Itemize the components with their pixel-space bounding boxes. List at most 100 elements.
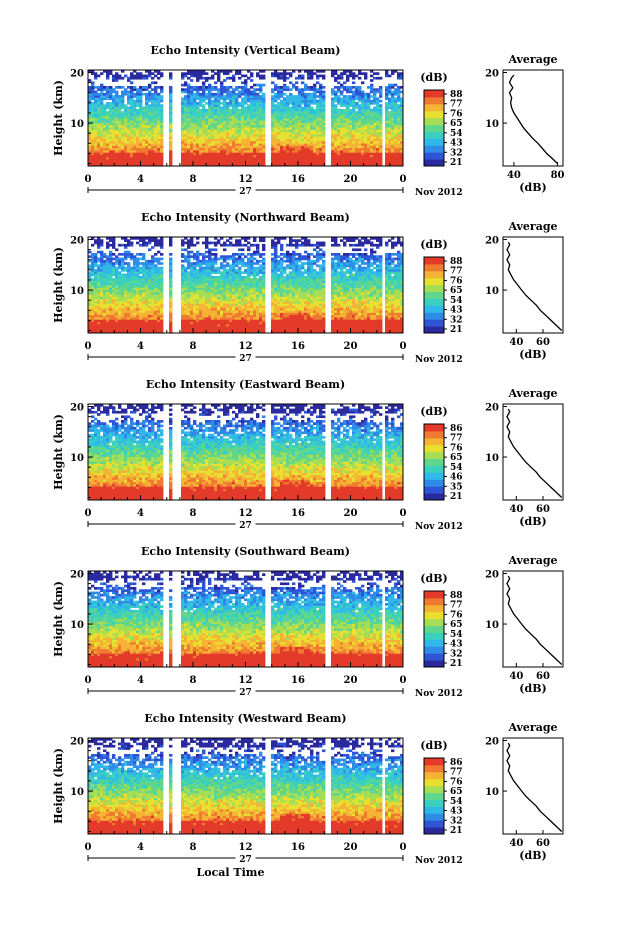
panel-4: Echo Intensity (Westward Beam) 20 10 Height… [52, 712, 564, 866]
y-tick-label: 10 [70, 787, 84, 798]
average-profile-line [506, 575, 563, 665]
colorbar-segment [424, 326, 444, 334]
x-tick-label: 20 [344, 508, 358, 519]
y-tick-label: 20 [70, 236, 84, 247]
average-profile-line [506, 241, 563, 331]
x-tick-label: 12 [239, 341, 253, 352]
x-tick-label: 0 [85, 508, 92, 519]
colorbar-frame [423, 89, 445, 167]
colorbar-tick-label: 32 [450, 816, 463, 826]
day-label: 27 [239, 688, 252, 698]
day-label: 27 [239, 521, 252, 531]
y-tick-label: 20 [70, 570, 84, 581]
x-tick-label: 0 [400, 675, 407, 686]
x-tick-label: 16 [291, 341, 305, 352]
x-tick-label: 8 [190, 341, 197, 352]
colorbar-segment [424, 131, 444, 139]
panel-title: Echo Intensity (Southward Beam) [141, 545, 350, 558]
panel-title: Echo Intensity (Westward Beam) [144, 712, 346, 725]
colorbar-tick-label: 76 [450, 610, 463, 620]
x-tick-label: 8 [190, 174, 197, 185]
colorbar-tick-label: 54 [450, 296, 463, 306]
date-label: Nov 2012 [415, 689, 463, 699]
colorbar-tick-label: 65 [450, 286, 463, 296]
colorbar-segment [424, 319, 444, 327]
x-tick-label: 20 [344, 675, 358, 686]
y-tick-label: 20 [70, 403, 84, 414]
colorbar-tick-label: 88 [450, 90, 463, 100]
x-tick-label: 20 [344, 341, 358, 352]
average-title: Average [507, 53, 557, 66]
day-label: 27 [239, 855, 252, 865]
x-tick-label: 4 [137, 842, 144, 853]
colorbar-tick-label: 88 [450, 591, 463, 601]
colorbar-frame [423, 757, 445, 835]
colorbar-label: (dB) [420, 739, 447, 752]
average-x-tick-label: 40 [507, 170, 521, 181]
colorbar-segment [424, 145, 444, 153]
heatmap-cells [88, 571, 404, 668]
colorbar-segment [424, 437, 444, 446]
average-x-tick-label: 60 [536, 337, 550, 348]
average-x-tick-label: 40 [509, 838, 523, 849]
colorbar-segment [424, 625, 444, 633]
colorbar-tick-label: 32 [450, 315, 463, 325]
colorbar-tick-label: 43 [450, 640, 463, 650]
colorbar-segment [424, 758, 444, 766]
average-frame [502, 570, 564, 668]
x-tick-label: 0 [400, 842, 407, 853]
colorbar-frame [423, 590, 445, 668]
average-title: Average [507, 220, 557, 233]
day-label-bg [235, 185, 256, 195]
colorbar-segment [424, 597, 444, 606]
colorbar-tick-label: 65 [450, 119, 463, 129]
panel-title: Echo Intensity (Northward Beam) [141, 211, 350, 224]
colorbar-frame [423, 423, 445, 501]
colorbar-segment [424, 465, 444, 473]
colorbar-segment [424, 124, 444, 132]
colorbar-tick-label: 76 [450, 443, 463, 453]
colorbar-segment [424, 820, 444, 828]
colorbar-tick-label: 43 [450, 807, 463, 817]
date-label: Nov 2012 [415, 188, 463, 198]
colorbar-tick-label: 32 [450, 649, 463, 659]
colorbar-segment [424, 493, 444, 501]
average-frame [502, 403, 564, 501]
average-x-tick-label: 40 [509, 671, 523, 682]
colorbar-segment [424, 312, 444, 320]
average-x-label: (dB) [519, 515, 546, 528]
y-axis-label: Height (km) [52, 414, 65, 490]
colorbar-segment [424, 778, 444, 787]
colorbar-segment [424, 444, 444, 453]
average-y-tick-label: 20 [485, 236, 499, 247]
x-tick-label: 0 [400, 508, 407, 519]
colorbar-segment [424, 618, 444, 627]
y-tick-label: 20 [70, 69, 84, 80]
colorbar-tick-label: 21 [450, 325, 463, 335]
colorbar-tick-label: 86 [450, 424, 463, 434]
x-tick-label: 12 [239, 675, 253, 686]
colorbar-segment [424, 451, 444, 460]
date-label: Nov 2012 [415, 856, 463, 866]
colorbar-segment [424, 138, 444, 146]
x-tick-label: 16 [291, 675, 305, 686]
x-axis-label: Local Time [197, 866, 265, 879]
average-title: Average [507, 554, 557, 567]
colorbar-segment [424, 263, 444, 272]
colorbar-segment [424, 430, 444, 439]
date-label: Nov 2012 [415, 355, 463, 365]
colorbar-label: (dB) [420, 238, 447, 251]
x-tick-label: 8 [190, 508, 197, 519]
colorbar-tick-label: 21 [450, 826, 463, 836]
y-axis-label: Height (km) [52, 80, 65, 156]
colorbar-segment [424, 639, 444, 647]
colorbar-tick-label: 54 [450, 463, 463, 473]
colorbar-label: (dB) [420, 71, 447, 84]
heatmap-cells [88, 738, 404, 835]
x-tick-label: 8 [190, 675, 197, 686]
x-tick-label: 0 [85, 174, 92, 185]
panel-title: Echo Intensity (Vertical Beam) [150, 44, 340, 57]
y-tick-label: 10 [70, 286, 84, 297]
x-tick-label: 0 [400, 174, 407, 185]
average-y-tick-label: 10 [485, 453, 499, 464]
